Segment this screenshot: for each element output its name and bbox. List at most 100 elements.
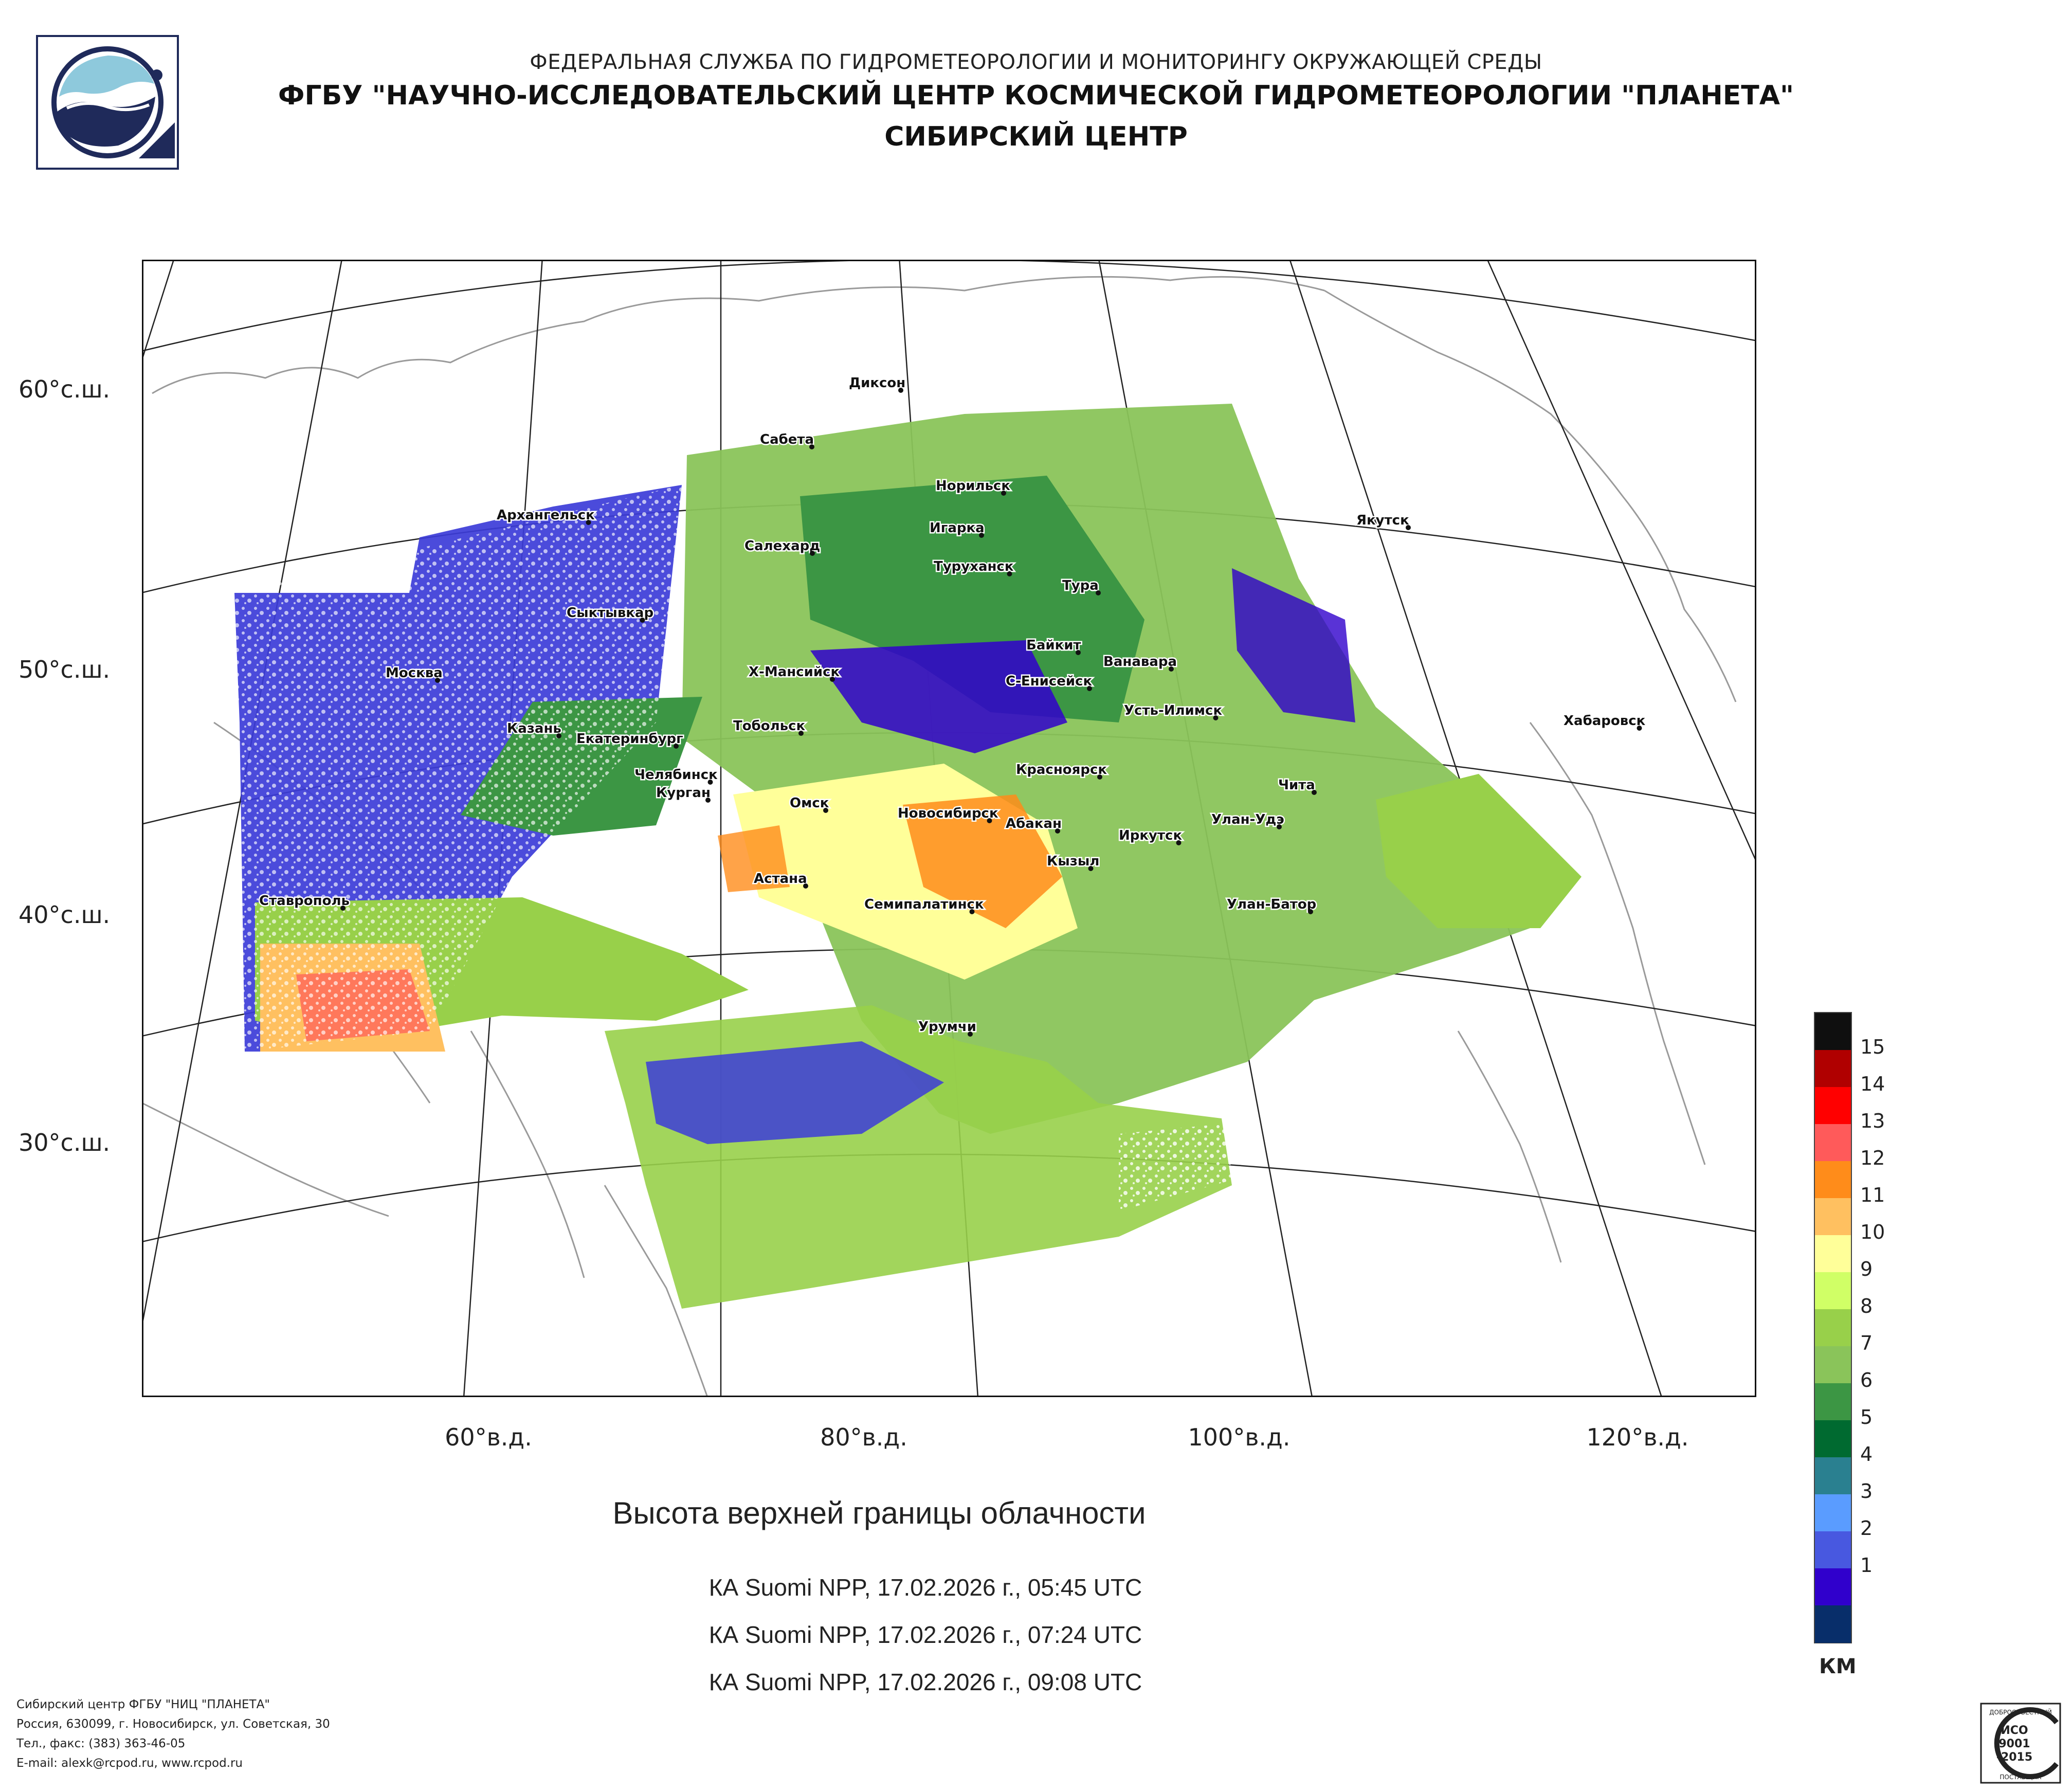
city-label: Абакан (1006, 816, 1062, 831)
legend-swatch (1815, 1531, 1851, 1569)
city-marker (1312, 790, 1317, 795)
city-marker (1076, 650, 1081, 655)
legend-label: 7 (1860, 1332, 1873, 1354)
svg-text:9001: 9001 (1998, 1738, 2030, 1750)
legend-swatch (1815, 1272, 1851, 1310)
city-marker (798, 731, 804, 736)
city-marker (674, 744, 679, 749)
city-label: Х-Мансийск (749, 664, 840, 680)
legend-label: 1 (1860, 1554, 1873, 1577)
cloud-top-height-map: Диксон Сабета Норильск Архангельск Салехард И… (142, 260, 1756, 1397)
city-marker (340, 906, 346, 911)
legend-swatch (1815, 1420, 1851, 1458)
city-label: Усть-Илимск (1124, 703, 1222, 718)
city-label: Байкит (1026, 638, 1081, 653)
city-marker (810, 551, 815, 556)
lat-label-60: 60°с.ш. (19, 375, 111, 403)
city-label: Улан-Удэ (1211, 812, 1284, 827)
city-marker (707, 780, 713, 785)
legend-label: 3 (1860, 1480, 1873, 1503)
contact-phone: Тел., факс: (383) 363-46-05 (16, 1737, 186, 1750)
city-label: Игарка (930, 520, 985, 536)
institute-name: ФГБУ "НАУЧНО-ИССЛЕДОВАТЕЛЬСКИЙ ЦЕНТР КОС… (278, 80, 1794, 111)
iso-certification-badge: ДОБРОСОВЕСТНЫЙ ИСО 9001 -2015 ПОСТАВЩИК (1980, 1703, 2061, 1784)
city-label: Челябинск (634, 767, 718, 783)
city-marker (640, 618, 645, 623)
legend-label: 4 (1860, 1443, 1873, 1466)
city-label: С-Енисейск (1006, 674, 1092, 689)
legend-label: 8 (1860, 1295, 1873, 1317)
city-marker (1007, 571, 1012, 576)
pass-line-3: КА Suomi NPP, 17.02.2026 г., 09:08 UTC (708, 1669, 1142, 1695)
legend-swatch (1815, 1124, 1851, 1162)
city-label: Чита (1278, 777, 1315, 793)
legend-swatch (1815, 1087, 1851, 1125)
lon-label-60: 60°в.д. (445, 1423, 532, 1451)
city-label: Ванавара (1103, 654, 1177, 670)
city-marker (1055, 828, 1060, 834)
legend-label: 10 (1860, 1221, 1885, 1243)
city-marker (1406, 525, 1411, 530)
legend-label: 12 (1860, 1147, 1885, 1169)
legend-swatch (1815, 1013, 1851, 1051)
legend-label: 5 (1860, 1406, 1873, 1428)
lat-label-50: 50°с.ш. (19, 656, 111, 683)
contact-org: Сибирский центр ФГБУ "НИЦ "ПЛАНЕТА" (16, 1698, 270, 1711)
city-label: Семипалатинск (864, 897, 984, 912)
city-label: Туруханск (934, 559, 1014, 574)
city-label: Москва (386, 665, 443, 681)
pass-line-2: КА Suomi NPP, 17.02.2026 г., 07:24 UTC (708, 1621, 1142, 1648)
city-label: Хабаровск (1564, 713, 1646, 729)
city-label: Якутск (1356, 513, 1409, 528)
city-label: Красноярск (1016, 762, 1107, 777)
city-marker (705, 798, 711, 803)
city-marker (1169, 666, 1174, 672)
legend-swatch (1815, 1568, 1851, 1606)
pass-line-1: КА Suomi NPP, 17.02.2026 г., 05:45 UTC (708, 1574, 1142, 1601)
product-title: Высота верхней границы облачности (612, 1496, 1146, 1530)
legend-label: 9 (1860, 1258, 1873, 1280)
legend-swatch (1815, 1309, 1851, 1347)
svg-text:ПОСТАВЩИК: ПОСТАВЩИК (2000, 1774, 2042, 1781)
city-label: Казань (507, 721, 561, 736)
city-label: Иркутск (1119, 828, 1182, 843)
city-label: Улан-Батор (1227, 897, 1316, 912)
legend-swatch (1815, 1494, 1851, 1532)
lat-label-30: 30°с.ш. (19, 1129, 111, 1156)
city-labels: Диксон Сабета Норильск Архангельск Салехард И… (258, 374, 1647, 1037)
legend-label: 11 (1860, 1184, 1885, 1206)
city-marker (586, 520, 591, 525)
city-label: Салехард (744, 538, 820, 554)
legend-swatch (1815, 1346, 1851, 1384)
city-label: Курган (656, 785, 711, 801)
legend-label: 6 (1860, 1369, 1873, 1391)
legend-swatch (1815, 1605, 1851, 1643)
city-label: Сыктывкар (567, 605, 653, 621)
city-marker (1213, 715, 1219, 720)
city-marker (435, 678, 440, 683)
city-marker (1096, 590, 1101, 595)
height-color-legend (1814, 1012, 1852, 1643)
city-marker (969, 909, 975, 914)
legend-label: 2 (1860, 1517, 1873, 1540)
city-marker (809, 444, 814, 449)
city-marker (898, 388, 903, 393)
city-label: Новосибирск (898, 806, 998, 821)
contact-address: Россия, 630099, г. Новосибирск, ул. Сове… (16, 1717, 330, 1731)
city-marker (1087, 686, 1092, 691)
lat-label-40: 40°с.ш. (19, 901, 111, 929)
city-marker (1097, 774, 1102, 780)
city-label: Тобольск (733, 718, 806, 734)
city-marker (1637, 726, 1642, 731)
svg-text:ИСО: ИСО (2001, 1724, 2028, 1737)
city-marker (1001, 491, 1006, 496)
city-marker (823, 808, 828, 813)
city-marker (556, 733, 561, 738)
city-label: Норильск (936, 478, 1010, 494)
legend-label: 14 (1860, 1073, 1885, 1095)
city-label: Ставрополь (259, 893, 350, 909)
legend-label: 13 (1860, 1110, 1885, 1132)
city-marker (1088, 866, 1094, 871)
svg-text:ДОБРОСОВЕСТНЫЙ: ДОБРОСОВЕСТНЫЙ (1989, 1708, 2052, 1716)
cloud-swaths (234, 404, 1582, 1309)
